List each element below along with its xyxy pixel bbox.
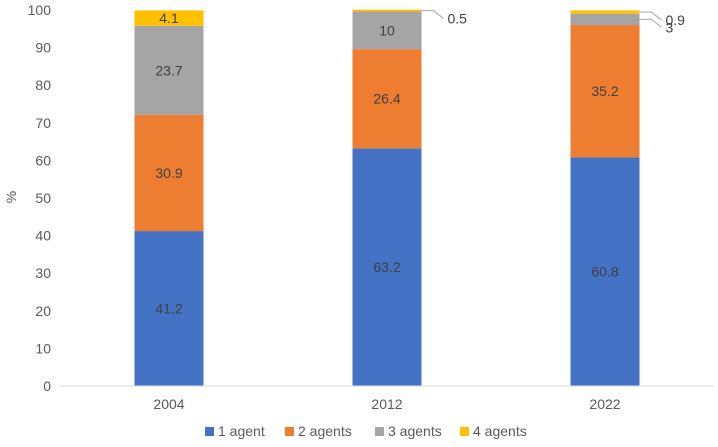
bar-segment bbox=[570, 157, 640, 386]
x-tick-label: 2004 bbox=[153, 396, 184, 412]
data-label: 0.5 bbox=[448, 11, 468, 27]
y-tick-label: 90 bbox=[35, 40, 51, 56]
x-tick-label: 2012 bbox=[371, 396, 402, 412]
y-tick-label: 30 bbox=[35, 265, 51, 281]
legend-swatch bbox=[460, 427, 469, 436]
bar-segment bbox=[570, 13, 640, 26]
plot-area: 0 10 20 30 40 50 60 70 80 90 100 41.2 30.9 23.7 4.1 200… bbox=[28, 2, 714, 412]
bar-segment bbox=[134, 10, 204, 26]
data-label: 60.8 bbox=[591, 264, 618, 280]
legend-swatch bbox=[285, 427, 294, 436]
data-label: 10 bbox=[379, 22, 395, 38]
legend: 1 agent 2 agents 3 agents 4 agents bbox=[205, 423, 527, 439]
bar-segment bbox=[134, 114, 204, 232]
bar-segment bbox=[570, 25, 640, 158]
data-label: 63.2 bbox=[373, 259, 400, 275]
y-tick-label: 0 bbox=[43, 378, 51, 394]
data-label: 4.1 bbox=[159, 10, 179, 26]
data-label: 35.2 bbox=[591, 83, 618, 99]
y-tick-label: 60 bbox=[35, 152, 51, 168]
bar-segment bbox=[134, 231, 204, 386]
x-tick-label: 2022 bbox=[589, 396, 620, 412]
legend-swatch bbox=[375, 427, 384, 436]
leader-line bbox=[421, 10, 444, 19]
leader-line bbox=[639, 11, 662, 21]
data-label: 30.9 bbox=[155, 165, 182, 181]
legend-label: 4 agents bbox=[473, 423, 527, 439]
y-tick-label: 40 bbox=[35, 228, 51, 244]
legend-swatch bbox=[205, 427, 214, 436]
data-label: 41.2 bbox=[155, 301, 182, 317]
bar-segment bbox=[352, 9, 422, 12]
y-tick-label: 50 bbox=[35, 190, 51, 206]
y-tick-label: 80 bbox=[35, 77, 51, 93]
y-tick-label: 10 bbox=[35, 340, 51, 356]
y-axis-label: % bbox=[3, 191, 19, 203]
data-label: 3 bbox=[666, 19, 674, 35]
legend-label: 1 agent bbox=[218, 423, 265, 439]
bar-segment bbox=[570, 10, 640, 14]
bar-segment bbox=[134, 25, 204, 115]
data-label: 23.7 bbox=[155, 62, 182, 78]
y-tick-label: 20 bbox=[35, 303, 51, 319]
legend-label: 2 agents bbox=[298, 423, 352, 439]
leader-line bbox=[639, 18, 662, 28]
data-label: 26.4 bbox=[373, 91, 400, 107]
y-tick-label: 70 bbox=[35, 115, 51, 131]
y-tick-label: 100 bbox=[28, 2, 52, 18]
data-label: 0.9 bbox=[666, 12, 686, 28]
bar-segment bbox=[352, 11, 422, 50]
legend-label: 3 agents bbox=[388, 423, 442, 439]
bar-segment bbox=[352, 148, 422, 386]
bar-segment bbox=[352, 49, 422, 149]
